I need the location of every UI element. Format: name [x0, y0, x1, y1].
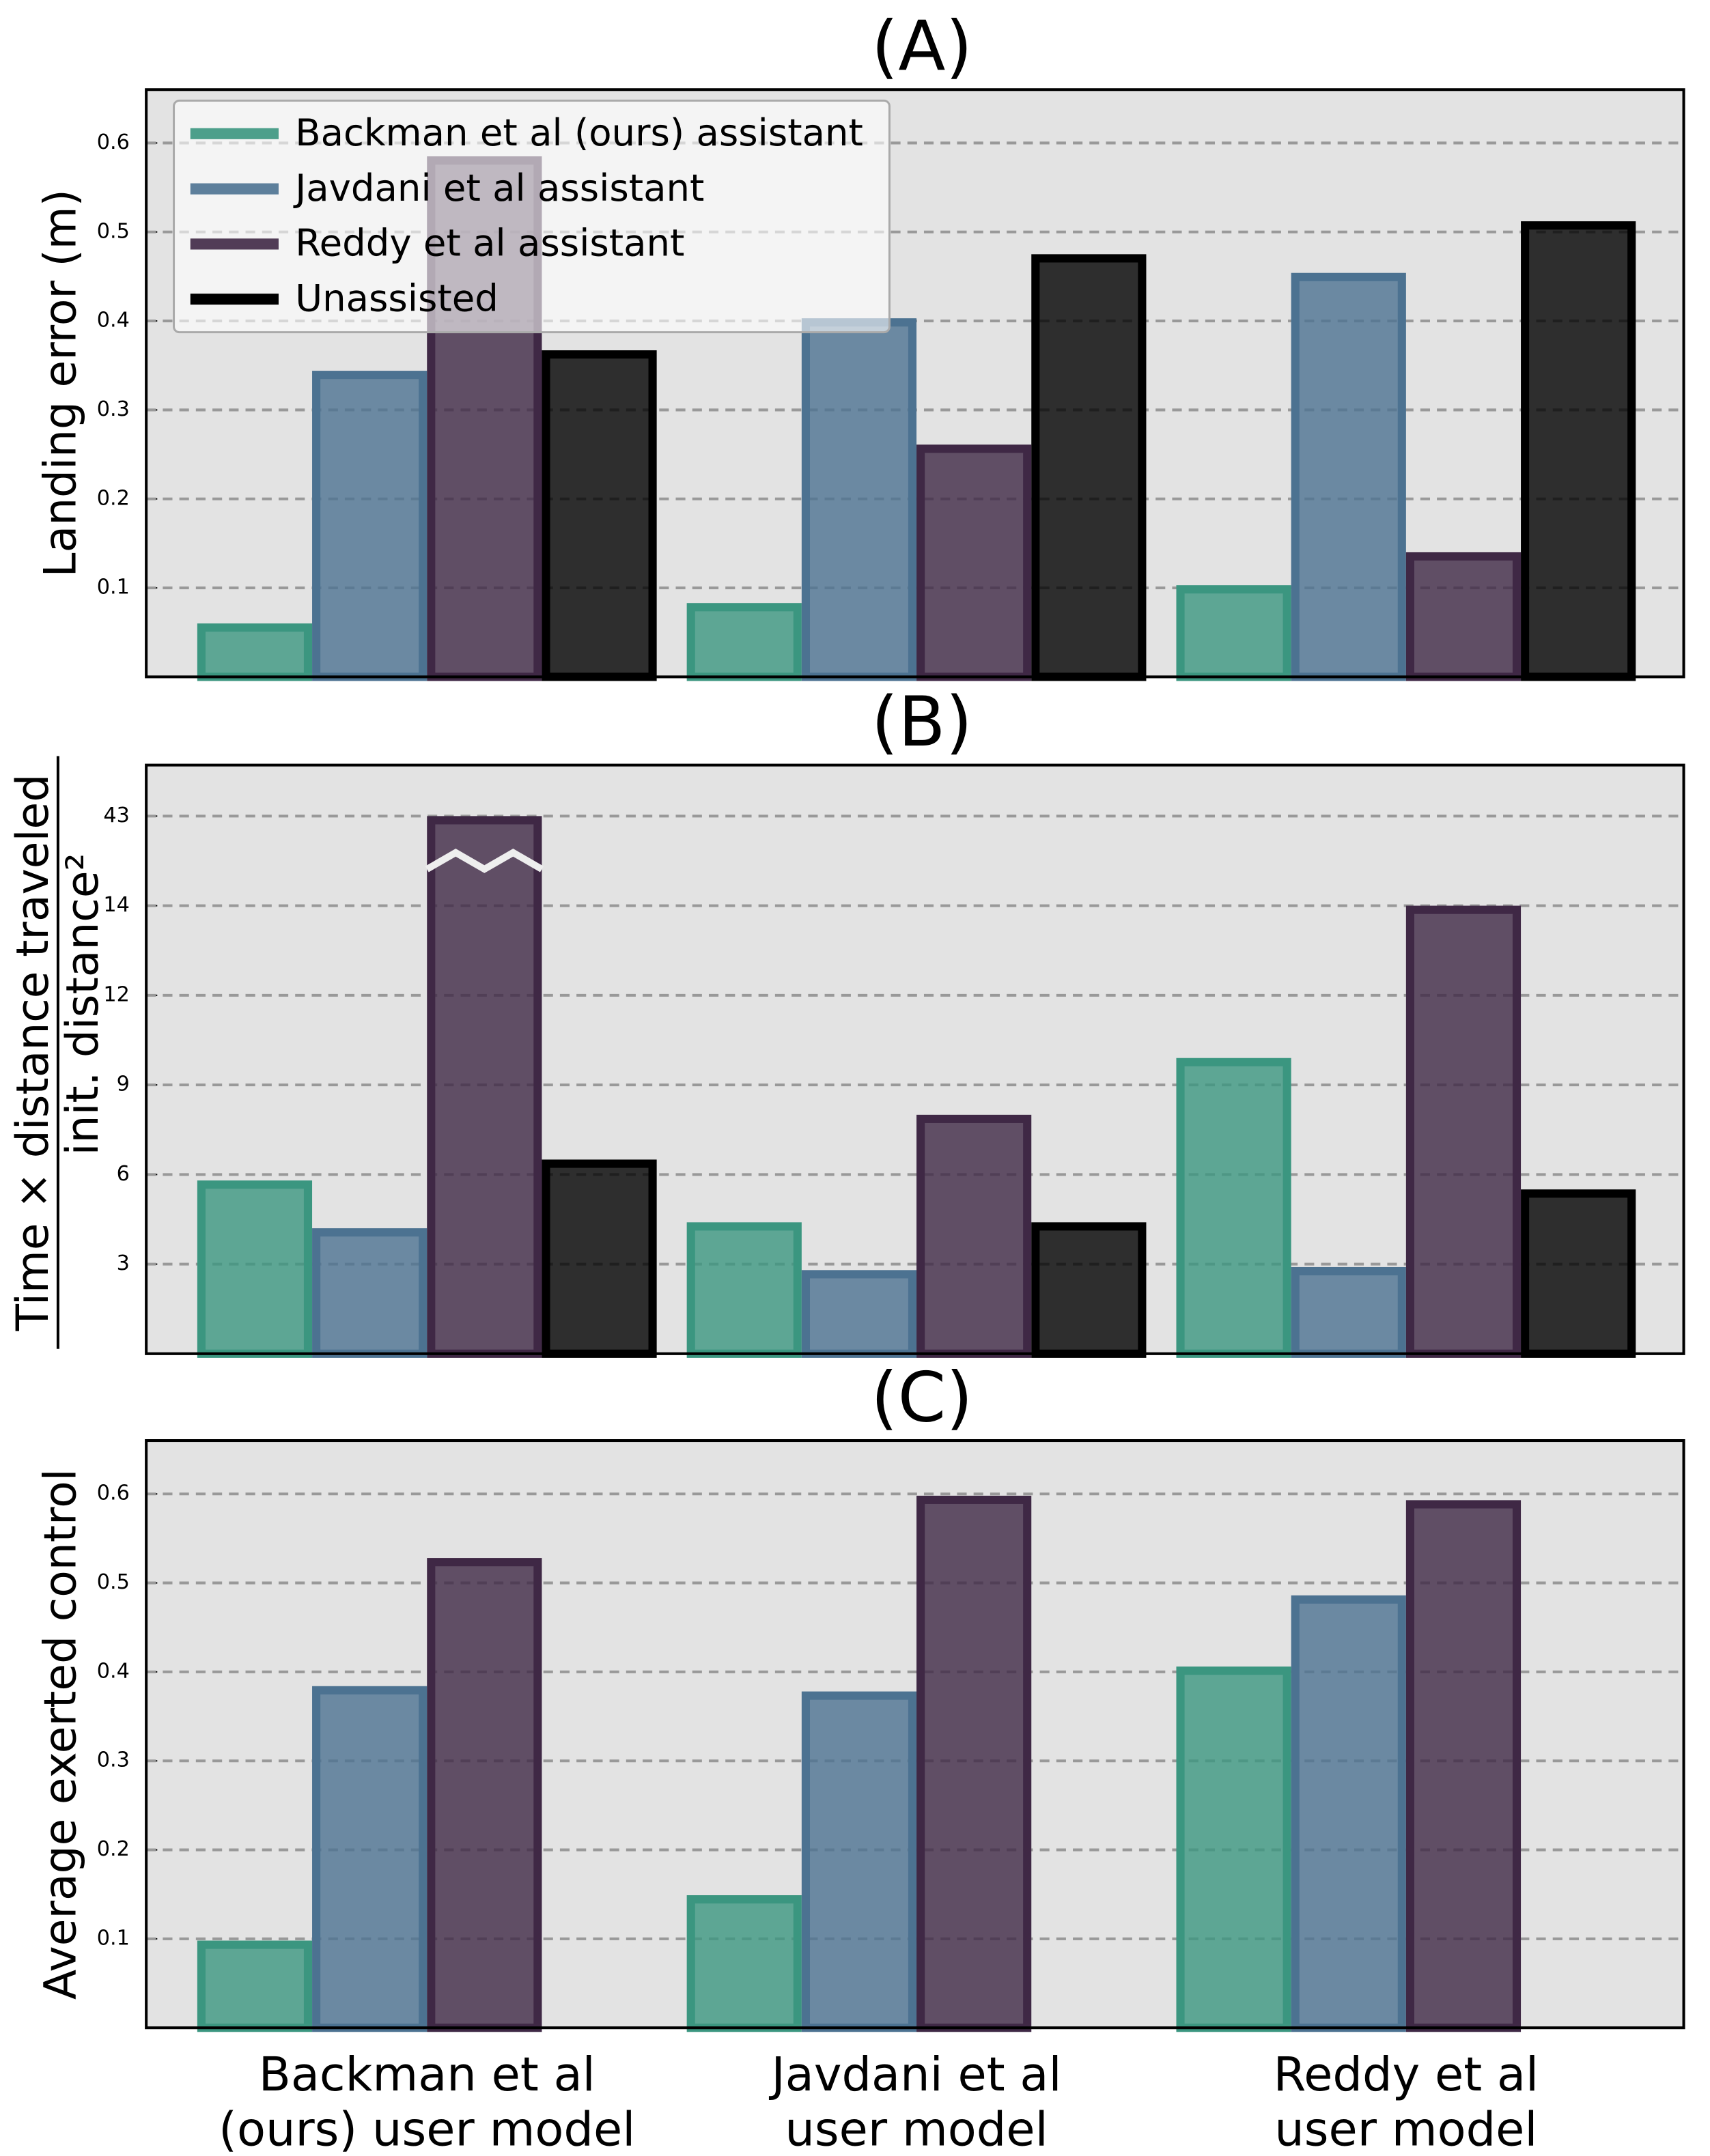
- legend-label: Reddy et al assistant: [295, 221, 684, 265]
- bar: [801, 1691, 917, 2032]
- x-tick-label: (ours) user model: [219, 2103, 635, 2156]
- bar: [1291, 1595, 1406, 2032]
- panel-title: (B): [871, 681, 972, 762]
- bar: [1176, 1058, 1291, 1358]
- legend-label: Unassisted: [295, 276, 499, 320]
- bar: [1521, 1189, 1636, 1358]
- bar: [1176, 1666, 1291, 2032]
- y-axis-label-denominator: init. distance²: [57, 853, 109, 1156]
- y-tick-label: 43: [103, 804, 130, 827]
- bar: [801, 1270, 917, 1358]
- bar: [197, 1940, 313, 2032]
- y-axis-label-numerator: Time × distance traveled: [8, 774, 59, 1332]
- bar: [1405, 1500, 1522, 2032]
- bar: [1031, 254, 1147, 681]
- x-tick-label: Backman et al: [259, 2047, 595, 2102]
- plot-frame: [145, 763, 1685, 1355]
- bar: [427, 816, 542, 1358]
- y-tick-label: 0.1: [97, 1926, 130, 1950]
- bar: [1405, 552, 1522, 681]
- bar: [686, 1222, 802, 1358]
- y-tick-label: 0.6: [97, 1481, 130, 1505]
- y-tick-label: 14: [103, 893, 130, 917]
- bar: [427, 1558, 542, 2032]
- bar: [542, 1159, 657, 1358]
- axis-break: [425, 849, 544, 873]
- x-tick-label: Javdani et al: [769, 2047, 1062, 2102]
- y-tick-label: 0.2: [97, 1837, 130, 1861]
- plot-frame: [145, 1439, 1685, 2030]
- y-axis-label: Landing error (m): [36, 189, 87, 577]
- bar: [801, 318, 917, 681]
- bar: [312, 1686, 428, 2032]
- y-tick-label: 0.4: [97, 309, 130, 332]
- y-tick-label: 0.2: [97, 486, 130, 510]
- bar: [312, 1228, 428, 1358]
- panel-title: (A): [871, 6, 972, 87]
- y-tick-label: 0.5: [97, 1570, 130, 1594]
- plot-frame: [145, 88, 1685, 679]
- bar: [1031, 1222, 1147, 1358]
- bar: [686, 603, 802, 681]
- y-tick-label: 0.3: [97, 397, 130, 421]
- bar: [686, 1895, 802, 2032]
- y-axis-label: Average exerted control: [36, 1469, 87, 2000]
- bar: [1521, 221, 1636, 681]
- legend-label: Javdani et al assistant: [293, 166, 704, 210]
- bar: [916, 1114, 1032, 1358]
- bar: [916, 1495, 1032, 2032]
- y-tick-label: 12: [103, 982, 130, 1006]
- x-tick-label: user model: [1274, 2103, 1537, 2156]
- y-tick-label: 0.4: [97, 1659, 130, 1683]
- bar: [916, 444, 1032, 681]
- panel-title: (C): [871, 1357, 972, 1437]
- legend-label: Backman et al (ours) assistant: [295, 111, 863, 154]
- bar: [312, 371, 428, 681]
- x-tick-label: Reddy et al: [1274, 2047, 1539, 2102]
- y-tick-label: 9: [117, 1073, 130, 1096]
- bar: [542, 350, 657, 681]
- y-tick-label: 0.6: [97, 130, 130, 154]
- legend-box: [173, 99, 891, 334]
- x-tick-label: user model: [785, 2103, 1048, 2156]
- y-tick-label: 6: [117, 1162, 130, 1186]
- y-tick-label: 0.5: [97, 219, 130, 243]
- y-tick-label: 0.1: [97, 576, 130, 599]
- bar: [1291, 1266, 1406, 1358]
- y-tick-label: 3: [117, 1251, 130, 1275]
- bar: [197, 1180, 313, 1358]
- bar: [1405, 905, 1522, 1358]
- y-tick-label: 0.3: [97, 1748, 130, 1772]
- bar: [1291, 272, 1406, 681]
- bar: [1176, 585, 1291, 681]
- bar: [197, 623, 313, 681]
